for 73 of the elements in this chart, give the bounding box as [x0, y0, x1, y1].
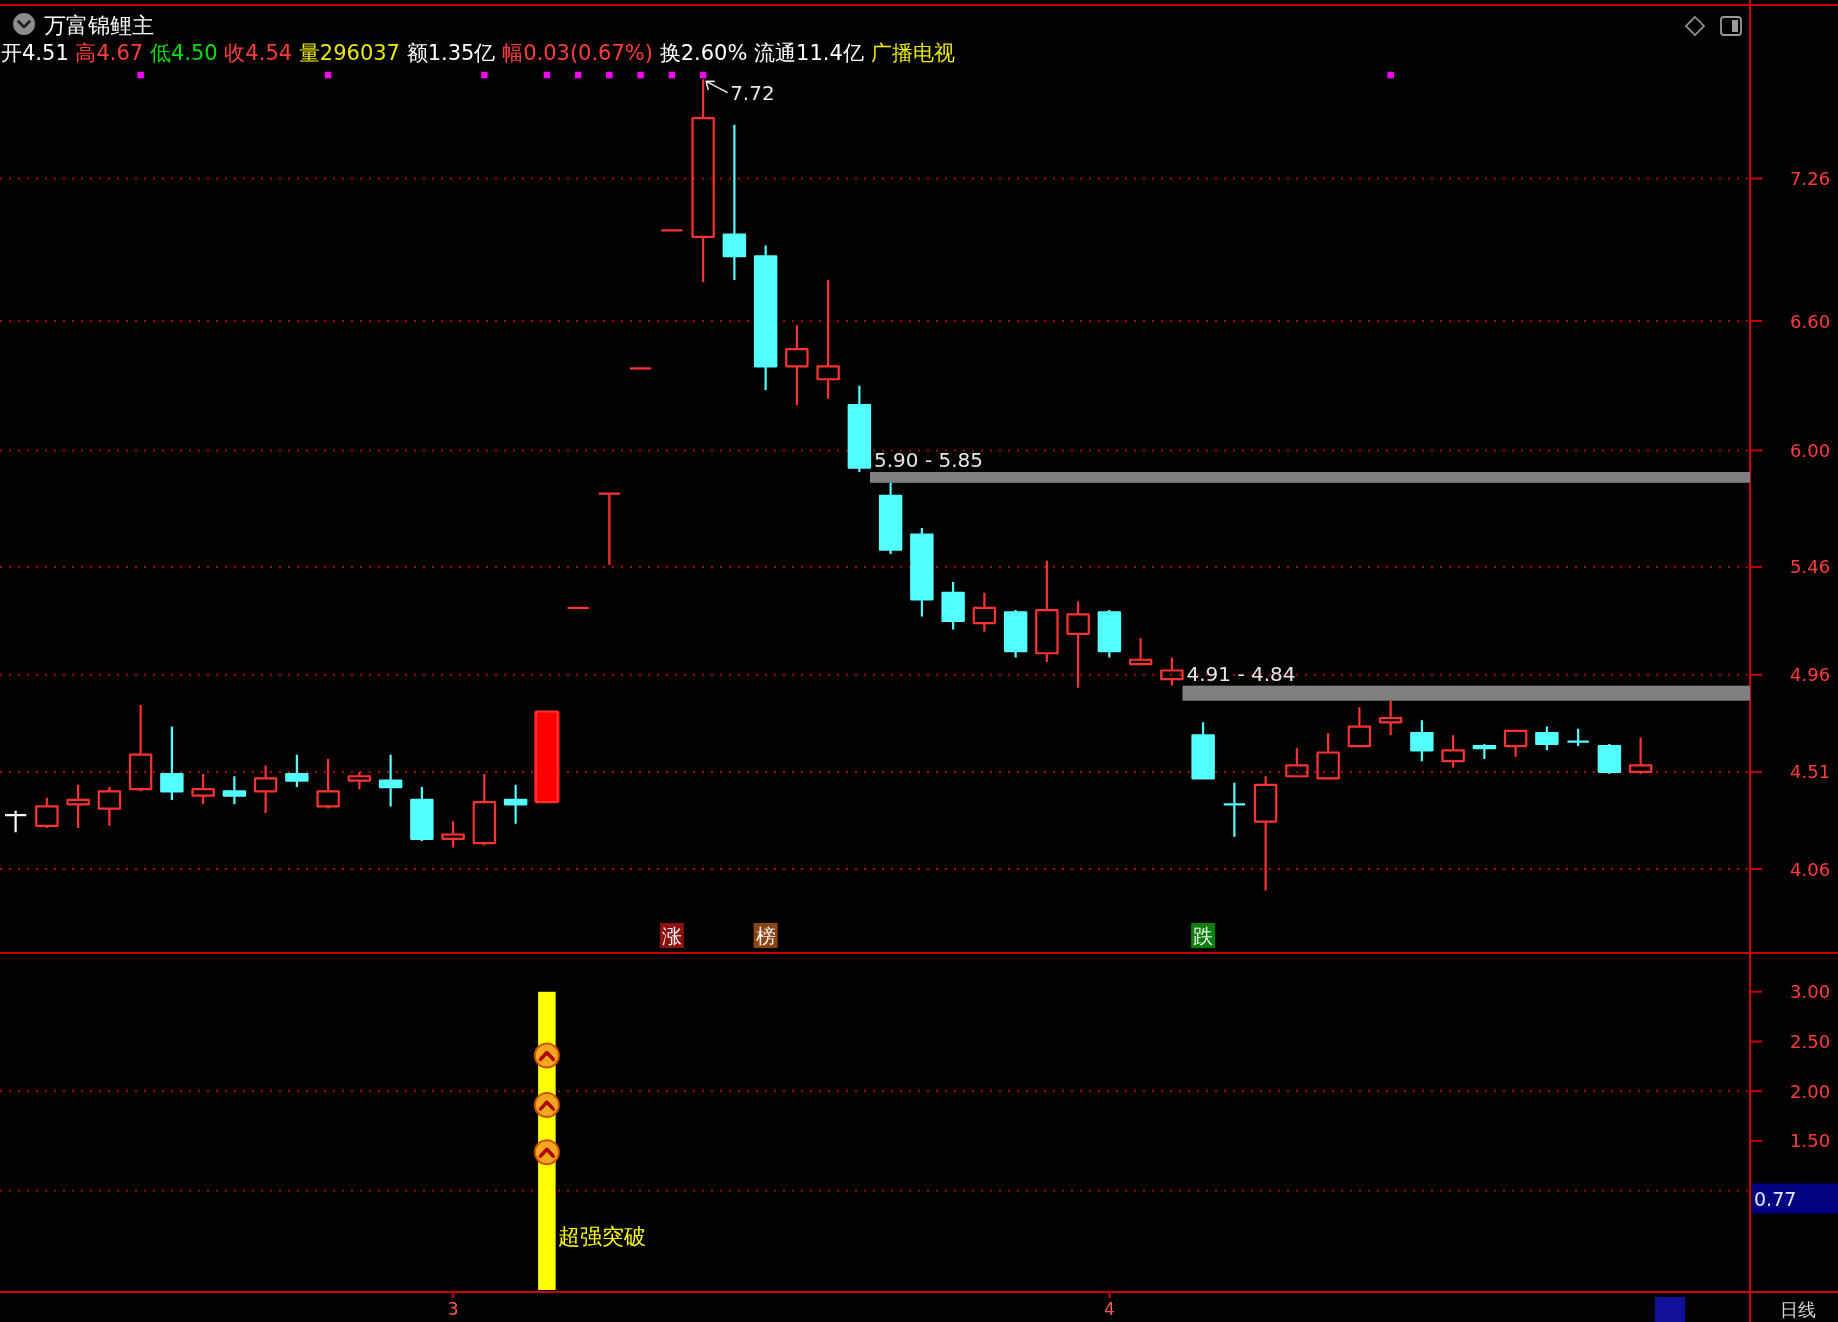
candlestick	[222, 775, 247, 806]
y-tick-label: 2.50	[1790, 1030, 1831, 1052]
candlestick	[1191, 721, 1215, 780]
candlestick	[566, 606, 590, 610]
candlestick	[972, 591, 997, 633]
candlestick	[1253, 775, 1278, 892]
candlestick	[253, 764, 278, 815]
candlestick	[3, 809, 28, 834]
candlestick	[1472, 742, 1497, 761]
candlestick	[1285, 747, 1309, 778]
candlestick	[597, 492, 622, 566]
candlestick	[503, 783, 528, 825]
candlestick	[941, 580, 965, 631]
candlestick	[441, 820, 465, 849]
band-label: 5.90 - 5.85	[874, 448, 983, 473]
candlestick	[1441, 734, 1465, 769]
candlestick	[316, 757, 340, 810]
candlestick	[878, 481, 903, 556]
x-tick-label: 4	[1103, 1299, 1115, 1319]
y-tick-label: 5.46	[1790, 556, 1831, 578]
candlestick	[785, 324, 809, 407]
y-tick-label: 6.60	[1790, 310, 1831, 332]
candlestick	[816, 278, 840, 400]
y-tick-label: 4.06	[1790, 858, 1831, 880]
text: 0.77	[1754, 1187, 1797, 1210]
candlestick	[1347, 706, 1372, 748]
candlestick	[128, 703, 153, 793]
candlestick	[1628, 736, 1653, 776]
candlestick	[1222, 781, 1247, 838]
chart-title: 万富锦鲤主	[44, 12, 154, 38]
annotation: 超强突破	[557, 1223, 646, 1249]
candlestick	[1535, 725, 1559, 752]
y-tick-label: 1.50	[1790, 1130, 1831, 1152]
candlestick	[1566, 727, 1590, 748]
candlestick	[691, 78, 715, 284]
candlestick	[160, 725, 184, 802]
candlestick	[847, 384, 872, 474]
y-tick-label: 4.96	[1790, 664, 1831, 686]
candlestick	[753, 244, 778, 392]
candlestick	[1066, 600, 1090, 689]
candlestick	[191, 772, 215, 806]
candlestick	[1378, 699, 1403, 737]
text: 日线	[1780, 1298, 1816, 1320]
candlestick	[1503, 729, 1528, 758]
y-tick-label: 3.00	[1790, 981, 1831, 1003]
candlestick	[660, 229, 684, 232]
y-tick-label: 4.51	[1790, 761, 1831, 783]
candlestick	[1597, 742, 1622, 776]
band-label: 4.91 - 4.84	[1186, 661, 1296, 686]
candlestick	[1003, 609, 1028, 659]
text: 开4.51 高4.67 低4.50 收4.54 量296037 额1.35亿 幅0.03(0.67%) 换2.60% 流通11.4亿 广播电视	[1, 41, 955, 65]
y-tick-label: 6.00	[1790, 439, 1831, 461]
candlestick	[378, 753, 403, 808]
candlestick	[472, 772, 497, 847]
y-tick-label: 7.26	[1790, 168, 1831, 190]
candlestick	[410, 785, 434, 843]
candlestick	[285, 753, 309, 789]
candlestick	[910, 527, 934, 618]
candlestick	[1316, 731, 1340, 780]
candlestick	[628, 367, 653, 370]
y-tick-label: 2.00	[1790, 1080, 1831, 1102]
annotation: 7.72	[730, 81, 775, 106]
candlestick	[1035, 559, 1059, 663]
candlestick	[1160, 656, 1184, 687]
candlestick	[722, 123, 747, 282]
candlestick	[1097, 609, 1122, 659]
candlestick	[97, 785, 122, 827]
candlestick	[66, 783, 90, 830]
candlestick	[347, 770, 372, 791]
candlestick	[1410, 719, 1434, 763]
candlestick	[35, 796, 59, 830]
x-tick-label: 3	[447, 1299, 459, 1319]
candlestick	[1128, 637, 1153, 666]
